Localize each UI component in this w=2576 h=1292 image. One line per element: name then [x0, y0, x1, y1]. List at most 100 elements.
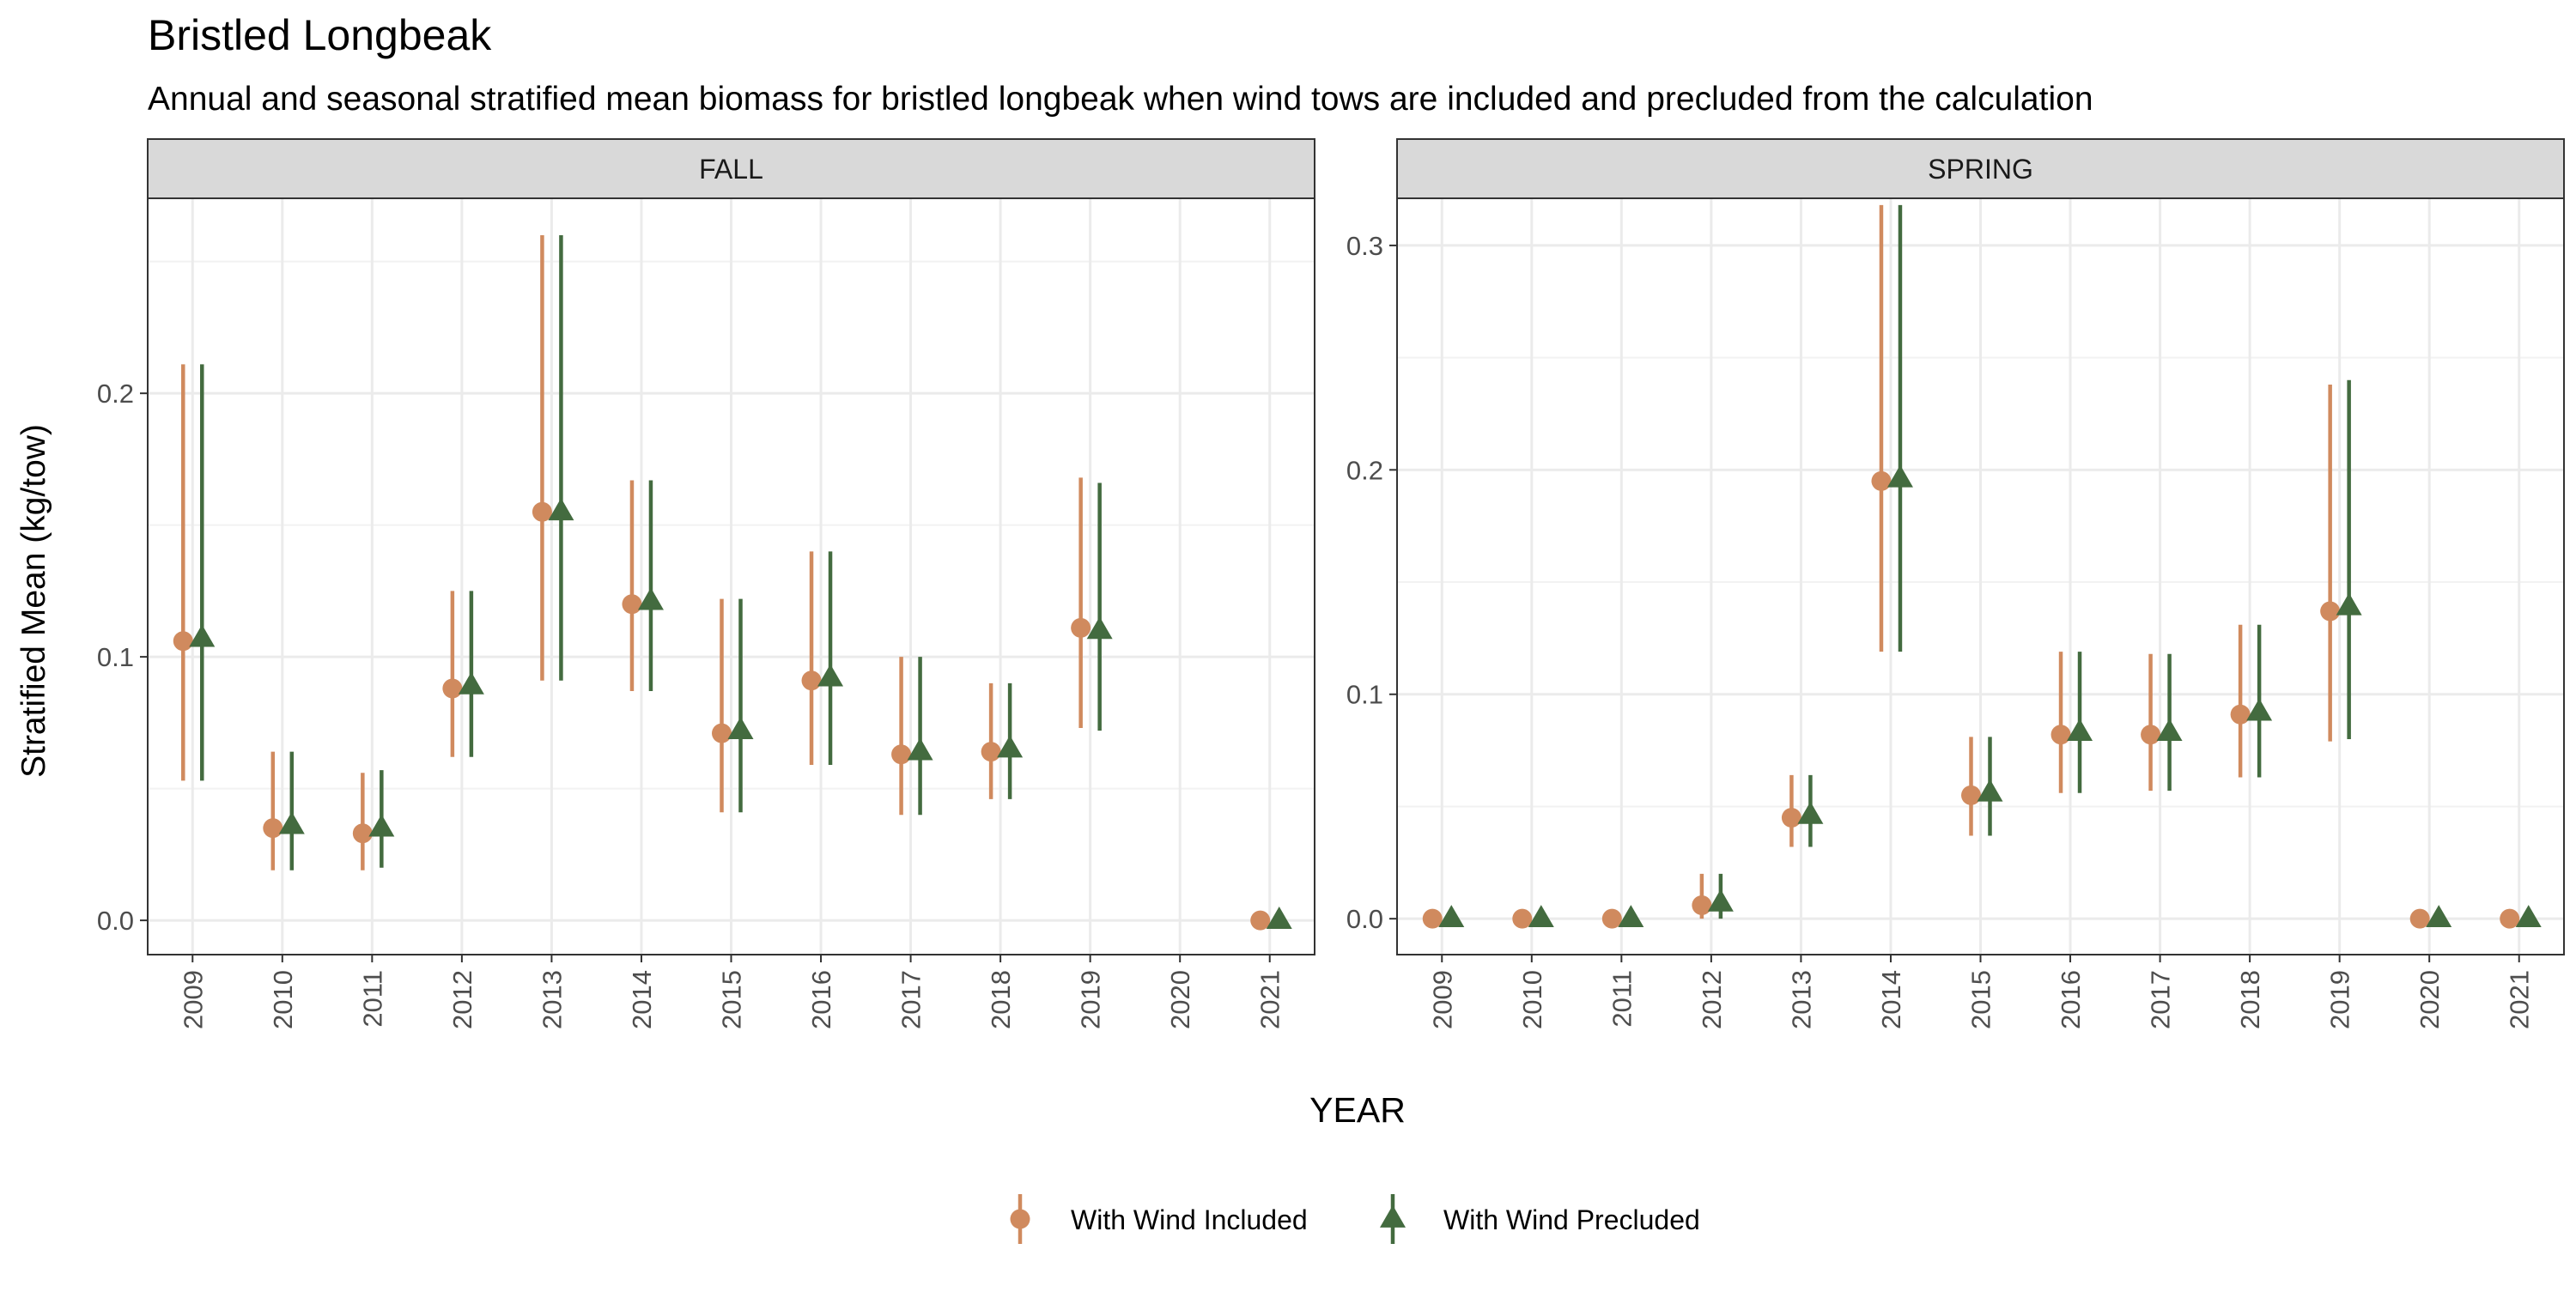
- data-point: [981, 742, 1001, 762]
- x-tick-label: 2010: [1517, 970, 1547, 1029]
- y-tick-label: 0.0: [97, 906, 134, 936]
- data-point: [1512, 908, 1533, 929]
- data-point: [2515, 905, 2542, 928]
- x-tick-label: 2014: [1876, 970, 1906, 1029]
- data-point: [997, 735, 1024, 758]
- x-tick-label: 2015: [1966, 970, 1996, 1029]
- data-point: [442, 678, 463, 699]
- data-point: [2050, 725, 2071, 745]
- x-tick-label: 2012: [447, 970, 477, 1029]
- legend-item: With Wind Precluded: [1380, 1194, 1700, 1244]
- data-point: [189, 624, 216, 647]
- x-tick-label: 2015: [717, 970, 747, 1029]
- x-tick-label: 2020: [2415, 970, 2445, 1029]
- data-point: [352, 823, 373, 844]
- panel-spring: SPRING 0.0 0.1 0.2 0.3 2009 2010 2011 2012 2013 20…: [1346, 138, 2565, 1029]
- x-tick-label: 2012: [1697, 970, 1727, 1029]
- data-point: [1692, 895, 1712, 915]
- data-point: [2409, 908, 2430, 929]
- x-tick-label: 2020: [1165, 970, 1195, 1029]
- panels-layer: FALL 0.0 0.1 0.2 2009 2010 2011 2012 2013 2014 201…: [97, 138, 2565, 1029]
- x-tick-label: 2021: [1255, 970, 1285, 1029]
- y-tick-label: 0.1: [97, 642, 134, 672]
- x-tick-label: 2009: [178, 970, 208, 1029]
- legend: With Wind Included With Wind Precluded: [1010, 1194, 1700, 1244]
- legend-item: With Wind Included: [1010, 1194, 1308, 1244]
- x-tick-label: 2010: [268, 970, 298, 1029]
- data-point: [1601, 908, 1622, 929]
- data-point: [1422, 908, 1443, 929]
- panel-fall: FALL 0.0 0.1 0.2 2009 2010 2011 2012 2013 2014 201…: [97, 138, 1315, 1029]
- data-point: [548, 498, 574, 521]
- series-wind-precluded: [189, 234, 1292, 929]
- y-tick-label: 0.2: [97, 379, 134, 409]
- data-point: [173, 631, 193, 652]
- data-point: [1266, 906, 1292, 929]
- data-point: [2336, 592, 2362, 616]
- y-tick-label: 0.2: [1346, 455, 1383, 485]
- legend-label: With Wind Included: [1071, 1204, 1308, 1235]
- data-point: [817, 664, 844, 687]
- data-point: [2141, 725, 2161, 745]
- x-tick-label: 2019: [1076, 970, 1106, 1029]
- data-point: [907, 737, 933, 761]
- x-tick-label: 2019: [2325, 970, 2355, 1029]
- data-point: [2426, 905, 2452, 928]
- data-point: [263, 818, 283, 839]
- x-tick-label: 2013: [537, 970, 567, 1029]
- data-point: [727, 716, 754, 739]
- x-tick-label: 2009: [1427, 970, 1457, 1029]
- panel-border: [1396, 197, 2565, 955]
- data-point: [1977, 779, 2003, 802]
- data-point: [1871, 470, 1892, 491]
- x-tick-label: 2018: [2235, 970, 2265, 1029]
- legend-key-marker: [1010, 1209, 1030, 1229]
- data-point: [622, 594, 642, 615]
- x-tick-label: 2016: [806, 970, 836, 1029]
- x-tick-label: 2016: [2056, 970, 2086, 1029]
- legend-key-marker: [1380, 1204, 1406, 1228]
- chart-subtitle: Annual and seasonal stratified mean biom…: [148, 81, 2093, 118]
- x-tick-label: 2017: [896, 970, 927, 1029]
- x-tick-label: 2018: [986, 970, 1016, 1029]
- data-point: [2500, 908, 2520, 929]
- data-point: [1961, 785, 1981, 805]
- data-point: [1071, 617, 1091, 638]
- y-tick-label: 0.3: [1346, 231, 1383, 261]
- y-tick-label: 0.0: [1346, 904, 1383, 934]
- data-point: [2246, 698, 2273, 721]
- series-wind-included: [173, 234, 1271, 931]
- data-point: [2320, 601, 2341, 622]
- x-tick-label: 2011: [1607, 970, 1637, 1028]
- data-point: [1086, 616, 1113, 640]
- data-point: [1618, 905, 1644, 928]
- x-tick-label: 2013: [1786, 970, 1816, 1029]
- data-point: [2156, 719, 2183, 742]
- data-point: [1886, 464, 1913, 488]
- y-tick-label: 0.1: [1346, 680, 1383, 710]
- y-axis-title: Stratified Mean (kg/tow): [15, 424, 52, 778]
- data-point: [1707, 889, 1734, 912]
- data-point: [2230, 704, 2251, 725]
- x-tick-label: 2014: [627, 970, 657, 1029]
- data-point: [1528, 905, 1554, 928]
- x-tick-label: 2021: [2505, 970, 2535, 1029]
- panel-strip-label: SPRING: [1928, 154, 2033, 185]
- series-wind-precluded: [1438, 204, 2542, 928]
- data-point: [1250, 910, 1271, 931]
- data-point: [532, 501, 552, 522]
- data-point: [1438, 905, 1465, 928]
- x-tick-label: 2017: [2146, 970, 2176, 1029]
- data-point: [801, 670, 822, 691]
- legend-label: With Wind Precluded: [1443, 1204, 1700, 1235]
- data-point: [458, 671, 484, 695]
- panel-border: [147, 197, 1315, 955]
- data-point: [2067, 719, 2093, 742]
- panel-strip: [147, 138, 1315, 199]
- data-point: [278, 811, 305, 834]
- data-point: [1781, 808, 1801, 828]
- chart-title: Bristled Longbeak: [148, 11, 492, 59]
- data-point: [712, 723, 732, 743]
